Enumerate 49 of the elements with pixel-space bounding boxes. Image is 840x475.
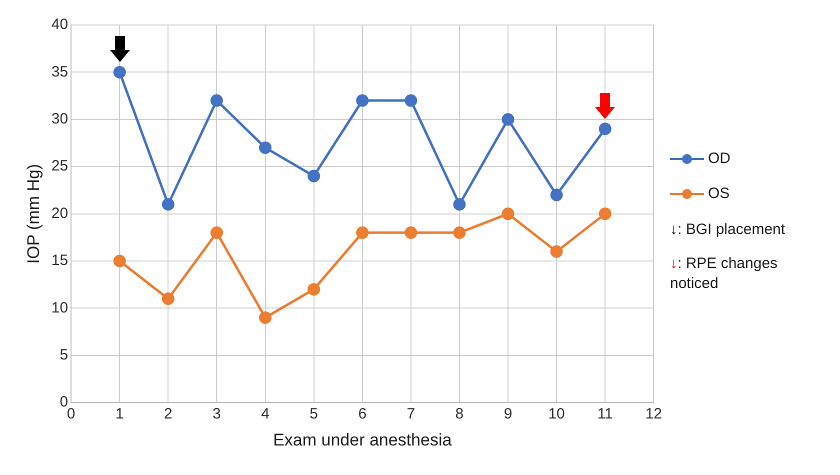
point: [259, 141, 272, 154]
point: [308, 283, 320, 296]
point: [210, 94, 223, 107]
x-tick-label: 6: [358, 406, 367, 423]
x-tick-label: 5: [310, 406, 318, 423]
y-axis-title: IOP (mm Hg): [24, 164, 43, 264]
point: [404, 226, 418, 239]
x-tick-label: 7: [406, 406, 416, 423]
legend-label: OD: [708, 150, 730, 167]
y-tick-label: 10: [51, 299, 68, 316]
x-tick-label: 1: [115, 406, 124, 423]
point: [453, 226, 466, 239]
point: [356, 226, 369, 239]
point: [598, 122, 612, 136]
point: [162, 292, 174, 306]
x-tick-label: 3: [212, 406, 221, 423]
text: ↓: BGI placement: [670, 221, 786, 238]
y-tick-label: 20: [51, 204, 68, 222]
y-tick-label: 30: [51, 110, 68, 128]
y-tick-label: 5: [60, 346, 68, 364]
point: [453, 198, 466, 211]
x-tick-label: 2: [164, 406, 172, 423]
point: [308, 170, 320, 182]
y-tick-label: 35: [51, 63, 68, 80]
legend-label: OS: [708, 185, 730, 202]
x-tick-label: 12: [645, 406, 662, 423]
point: [162, 198, 174, 211]
x-tick-label: 8: [455, 406, 464, 423]
point: [502, 208, 514, 220]
x-axis-title: Exam under anesthesia: [273, 430, 452, 450]
y-tick-label: 15: [51, 252, 68, 270]
text: ↓: RPE changes noticed: [670, 255, 778, 292]
x-tick-label: 4: [261, 406, 270, 423]
point: [550, 188, 563, 202]
point: [113, 66, 126, 78]
y-tick-label: 40: [51, 16, 68, 34]
point: [404, 94, 418, 107]
y-tick-label: 0: [60, 394, 68, 411]
point: [210, 226, 223, 239]
x-tick-label: 9: [504, 406, 512, 423]
point: [113, 254, 126, 268]
point: [356, 94, 369, 107]
point: [502, 113, 514, 126]
point: [598, 208, 612, 220]
y-tick-label: 25: [51, 158, 68, 175]
x-tick-label: 11: [597, 406, 613, 423]
point: [550, 245, 563, 258]
x-tick-label: 10: [548, 406, 565, 423]
point: [259, 311, 272, 324]
